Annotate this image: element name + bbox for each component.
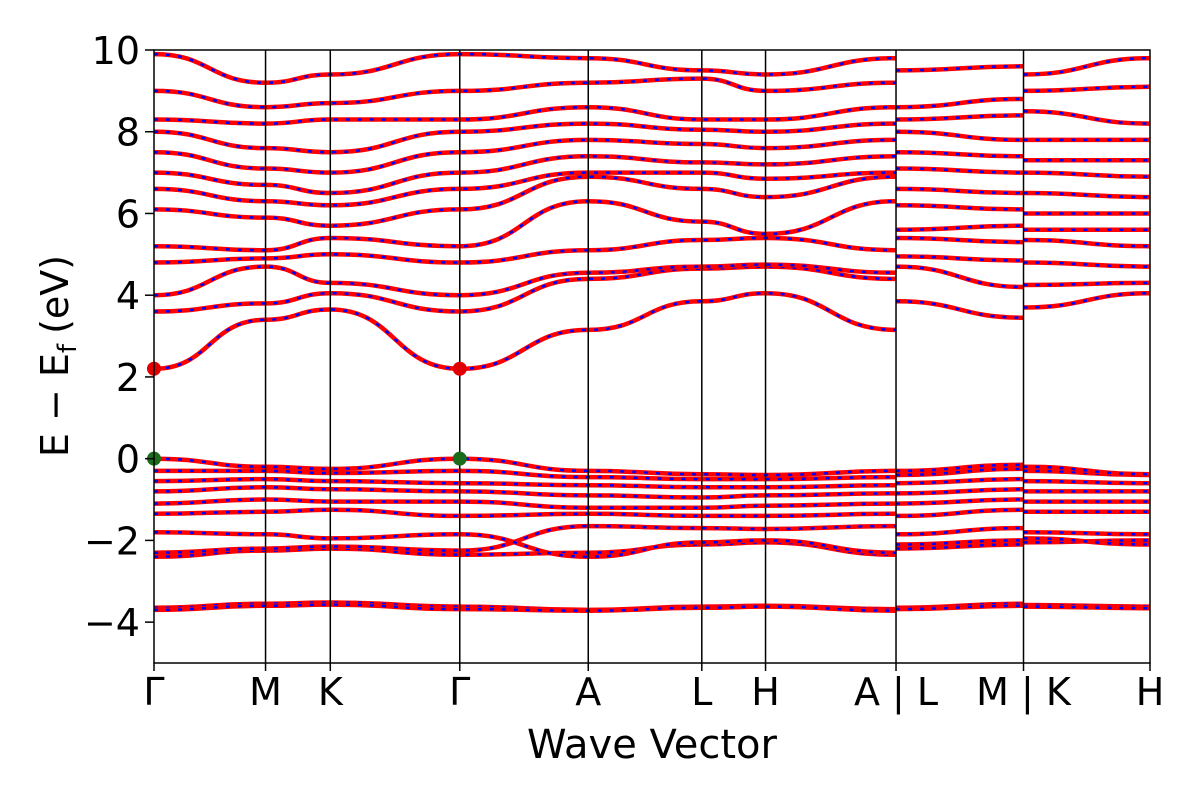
cbm-marker [452, 361, 467, 376]
band-line-overlay [895, 463, 1024, 473]
band-line-overlay [895, 224, 1024, 232]
band-line-overlay [895, 488, 1024, 495]
band-line-overlay [895, 526, 1024, 536]
band-line-overlay [1023, 530, 1151, 536]
y-axis-label: E − Ef (eV) [33, 255, 83, 457]
band-line-overlay [1023, 110, 1151, 125]
band-line-overlay [895, 543, 1024, 550]
x-tick-label: H [751, 670, 780, 714]
x-tick-label: M | K [976, 670, 1072, 715]
y-axis-label-main: E − E [33, 353, 77, 457]
band-line-overlay [895, 187, 1024, 195]
x-tick-label: Γ [449, 670, 470, 714]
y-tick-label: 6 [116, 192, 140, 236]
band-line-overlay [1023, 605, 1151, 610]
x-tick-label: H [1136, 670, 1165, 714]
band-lines [153, 51, 1151, 613]
band-line-overlay [895, 498, 1024, 505]
band-line-overlay [1023, 281, 1151, 287]
band-line-overlay [153, 122, 897, 154]
y-axis-ticks: −4 −2 0 2 4 6 8 10 [84, 29, 154, 645]
band-line-overlay [153, 603, 897, 612]
band-line-overlay [895, 204, 1024, 211]
y-tick-label: −2 [84, 519, 140, 563]
band-line-overlay [895, 97, 1024, 109]
band-line-overlay [153, 155, 897, 195]
band-line-overlay [895, 114, 1024, 121]
y-tick-label: 10 [92, 29, 140, 73]
band-line-overlay [895, 167, 1024, 174]
x-tick-label: L [691, 670, 712, 714]
band-line-overlay [895, 508, 1024, 518]
band-line-overlay [153, 138, 897, 174]
band-line-overlay [153, 498, 897, 509]
y-tick-label: −4 [84, 601, 140, 645]
svg-text:E − Ef(eV): E − Ef (eV) [33, 255, 83, 457]
band-line-overlay [153, 291, 897, 371]
band-line-overlay [895, 477, 1024, 485]
band-line-overlay [895, 130, 1024, 142]
band-line-overlay [895, 300, 1024, 319]
band-line-overlay [1023, 238, 1151, 248]
band-line-overlay [153, 530, 897, 558]
band-line-overlay [153, 77, 897, 109]
x-tick-label: A [575, 670, 601, 714]
band-line-overlay [895, 265, 1024, 289]
band-line-overlay [1023, 85, 1151, 93]
band-line-overlay [1023, 171, 1151, 178]
x-axis-label: Wave Vector [527, 722, 778, 768]
x-tick-label: Γ [143, 670, 164, 714]
band-line-overlay [895, 65, 1024, 72]
band-line-overlay [1023, 191, 1151, 199]
band-line-overlay [1023, 291, 1151, 309]
band-line-overlay [153, 236, 897, 264]
band-line-overlay [895, 604, 1024, 611]
band-line-overlay [1023, 261, 1151, 268]
band-line-overlay [1023, 465, 1151, 476]
band-line-overlay [1023, 56, 1151, 76]
band-line-overlay [895, 236, 1024, 244]
x-tick-label: A | L [854, 670, 938, 715]
vbm-marker [452, 451, 467, 466]
band-line-overlay [895, 539, 1024, 546]
band-line-overlay [1023, 479, 1151, 485]
band-line-overlay [895, 467, 1024, 477]
y-tick-label: 4 [116, 274, 140, 318]
plot-frame [153, 49, 1151, 664]
x-tick-label: K [318, 670, 344, 714]
band-line-overlay [895, 255, 1024, 262]
band-line-overlay [153, 52, 897, 84]
y-axis-label-subscript: f [53, 343, 83, 353]
band-line-overlay [895, 150, 1024, 158]
high-symmetry-lines [264, 50, 1025, 663]
y-tick-label: 8 [116, 111, 140, 155]
y-tick-label: 0 [116, 438, 140, 482]
band-line [153, 170, 897, 208]
band-line-overlay [153, 486, 897, 499]
band-line-overlay [153, 263, 897, 297]
band-line-overlay [153, 524, 897, 554]
y-tick-label: 2 [116, 356, 140, 400]
band-line-overlay [1023, 537, 1151, 546]
x-tick-label: M [249, 670, 282, 714]
y-axis-label-unit: (eV) [33, 255, 77, 334]
